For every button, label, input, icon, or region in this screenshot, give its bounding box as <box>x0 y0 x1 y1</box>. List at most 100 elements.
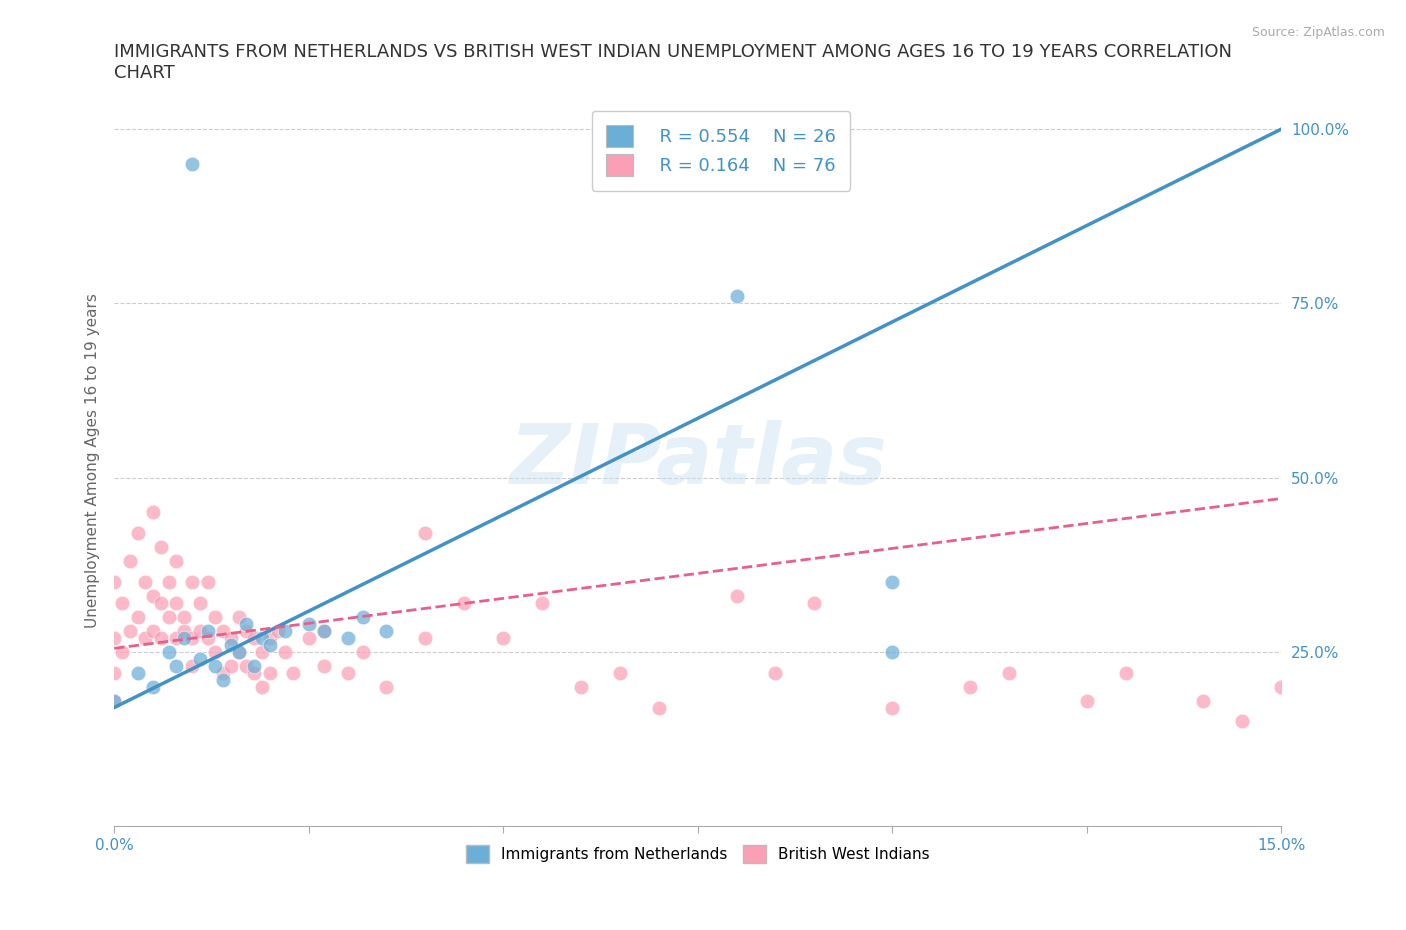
Legend: Immigrants from Netherlands, British West Indians: Immigrants from Netherlands, British Wes… <box>460 839 935 870</box>
Point <box>648 700 671 715</box>
Point <box>609 665 631 680</box>
Point <box>375 623 398 638</box>
Point <box>157 575 180 590</box>
Point <box>531 595 554 610</box>
Point <box>173 631 195 645</box>
Point <box>197 623 219 638</box>
Point <box>219 658 242 673</box>
Point <box>243 665 266 680</box>
Point <box>352 644 374 659</box>
Point <box>197 575 219 590</box>
Point <box>803 595 825 610</box>
Point <box>181 156 204 171</box>
Point <box>149 539 172 554</box>
Point <box>352 609 374 624</box>
Point <box>181 658 204 673</box>
Point <box>219 631 242 645</box>
Point <box>250 644 273 659</box>
Point <box>274 623 297 638</box>
Point <box>569 679 592 694</box>
Point <box>165 658 187 673</box>
Point <box>204 609 226 624</box>
Point <box>235 617 257 631</box>
Point <box>259 631 281 645</box>
Point <box>142 623 165 638</box>
Point <box>492 631 515 645</box>
Point <box>314 623 336 638</box>
Point <box>111 644 134 659</box>
Point <box>127 525 149 540</box>
Point <box>250 679 273 694</box>
Point <box>882 644 904 659</box>
Y-axis label: Unemployment Among Ages 16 to 19 years: Unemployment Among Ages 16 to 19 years <box>86 293 100 628</box>
Point <box>998 665 1021 680</box>
Point <box>281 665 304 680</box>
Point <box>149 595 172 610</box>
Point <box>1192 693 1215 708</box>
Point <box>212 672 235 687</box>
Point <box>274 644 297 659</box>
Point <box>228 644 250 659</box>
Point <box>134 575 156 590</box>
Text: ZIPatlas: ZIPatlas <box>509 419 887 500</box>
Point <box>243 631 266 645</box>
Point <box>103 665 125 680</box>
Point <box>314 623 336 638</box>
Point <box>212 665 235 680</box>
Point <box>725 289 748 304</box>
Point <box>149 631 172 645</box>
Point <box>243 658 266 673</box>
Point <box>959 679 981 694</box>
Point <box>165 595 187 610</box>
Point <box>204 644 226 659</box>
Point <box>142 505 165 520</box>
Point <box>298 631 321 645</box>
Point <box>1115 665 1137 680</box>
Point <box>250 631 273 645</box>
Point <box>103 631 125 645</box>
Point <box>173 609 195 624</box>
Point <box>165 553 187 568</box>
Point <box>165 631 187 645</box>
Point <box>157 609 180 624</box>
Point <box>118 623 141 638</box>
Point <box>188 623 211 638</box>
Point <box>235 658 257 673</box>
Point <box>204 658 226 673</box>
Point <box>134 631 156 645</box>
Point <box>103 693 125 708</box>
Point <box>235 623 257 638</box>
Point <box>1230 714 1253 729</box>
Point <box>157 644 180 659</box>
Text: IMMIGRANTS FROM NETHERLANDS VS BRITISH WEST INDIAN UNEMPLOYMENT AMONG AGES 16 TO: IMMIGRANTS FROM NETHERLANDS VS BRITISH W… <box>114 43 1232 82</box>
Point <box>188 651 211 666</box>
Point <box>1076 693 1098 708</box>
Point <box>314 658 336 673</box>
Point <box>336 631 359 645</box>
Point <box>111 595 134 610</box>
Point <box>197 631 219 645</box>
Point <box>142 589 165 604</box>
Point <box>103 575 125 590</box>
Point <box>882 700 904 715</box>
Point <box>118 553 141 568</box>
Point <box>103 693 125 708</box>
Point <box>415 631 437 645</box>
Point <box>127 665 149 680</box>
Point <box>188 595 211 610</box>
Point <box>336 665 359 680</box>
Point <box>212 623 235 638</box>
Text: Source: ZipAtlas.com: Source: ZipAtlas.com <box>1251 26 1385 39</box>
Point <box>259 665 281 680</box>
Point <box>181 575 204 590</box>
Point <box>415 525 437 540</box>
Point <box>173 623 195 638</box>
Point <box>375 679 398 694</box>
Point <box>725 589 748 604</box>
Point <box>228 644 250 659</box>
Point <box>142 679 165 694</box>
Point <box>127 609 149 624</box>
Point <box>882 575 904 590</box>
Point <box>765 665 787 680</box>
Point <box>266 623 288 638</box>
